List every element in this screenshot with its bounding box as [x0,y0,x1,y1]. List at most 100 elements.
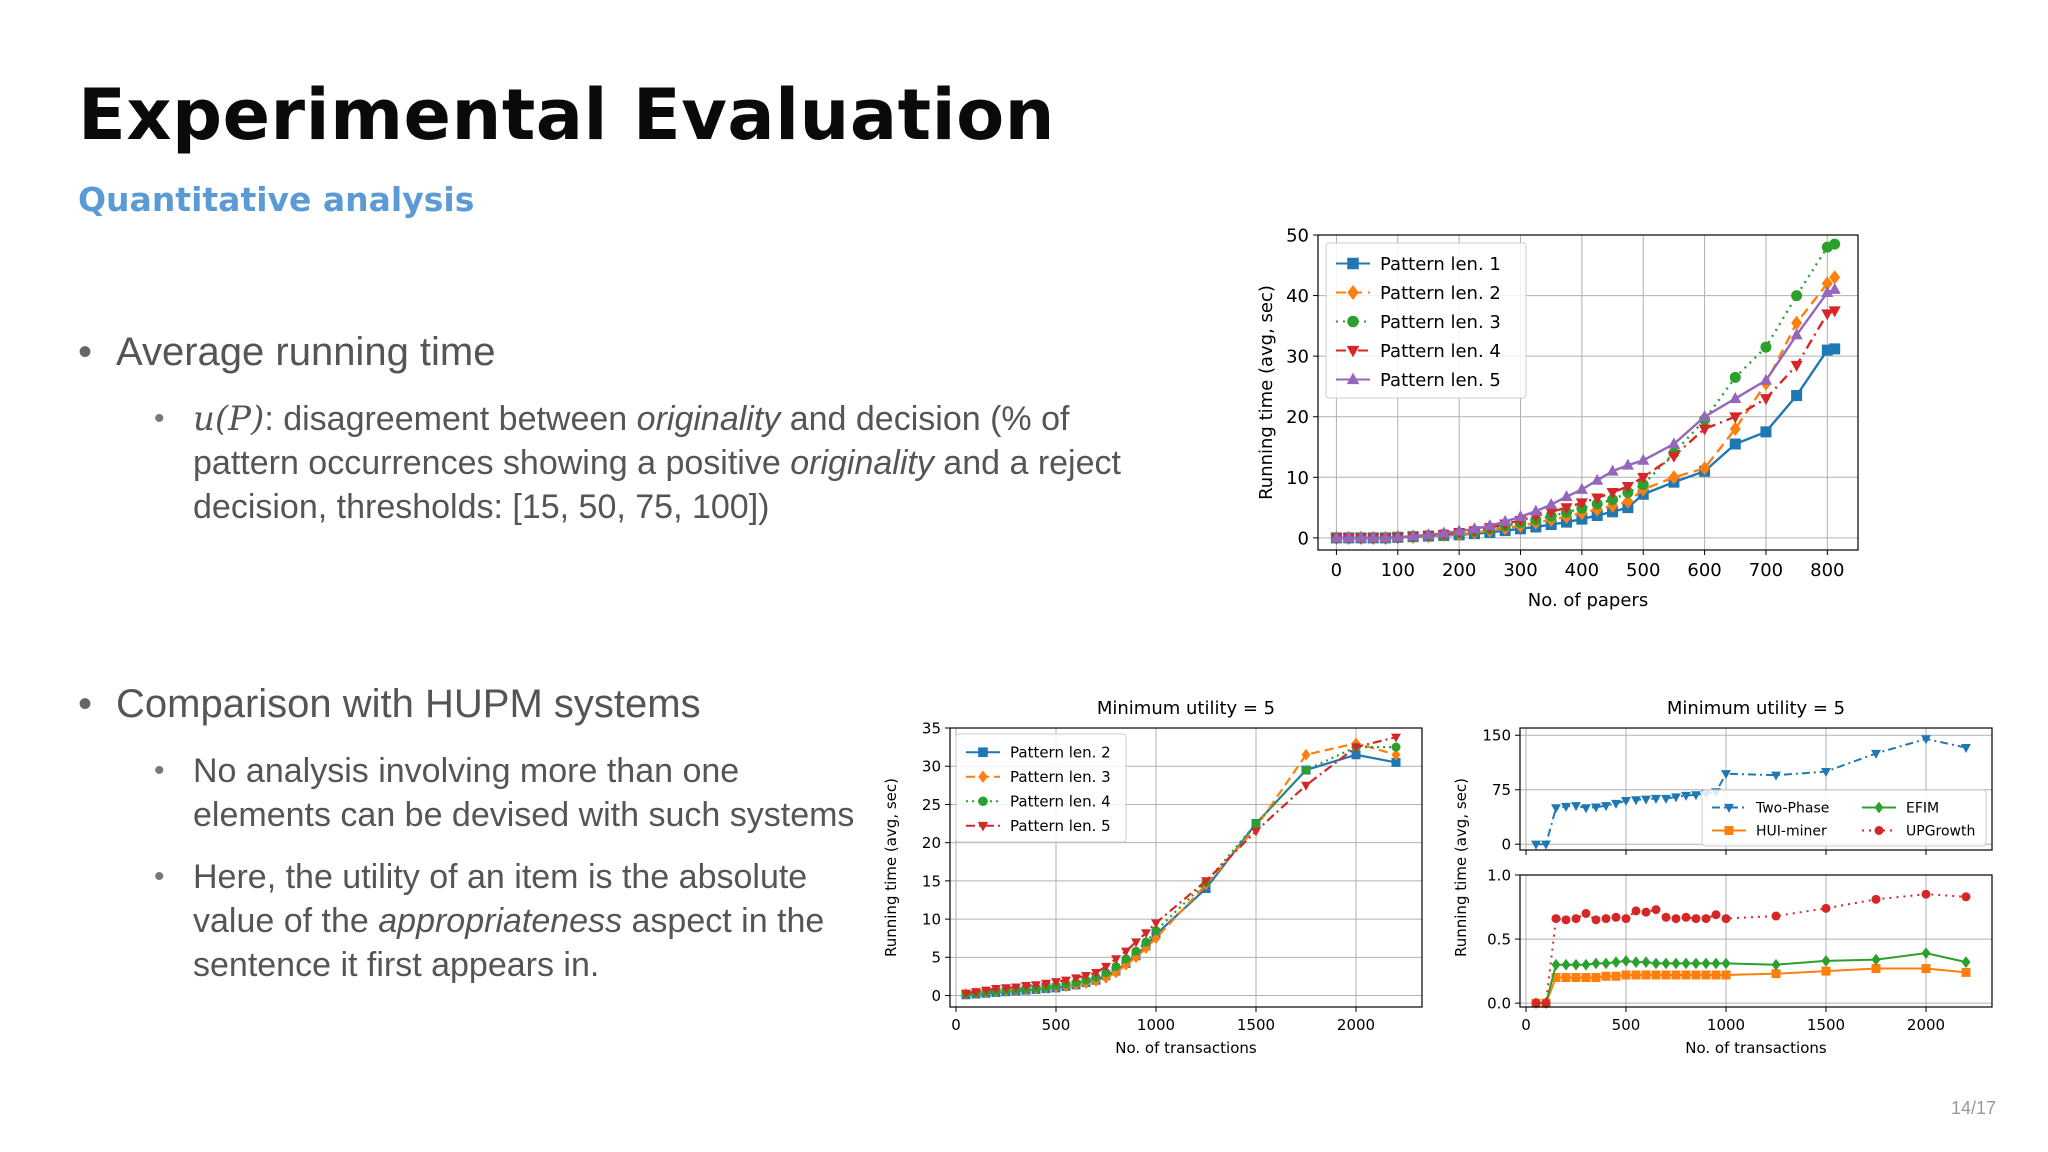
y-tick-label: 35 [922,719,941,737]
data-point [1151,926,1161,936]
data-point [1591,915,1601,925]
data-point [1729,412,1742,424]
legend-label-pattern-len-5: Pattern len. 5 [1380,370,1501,391]
y-axis-label: Running time (avg, sec) [1452,778,1470,957]
data-point [1691,957,1701,970]
data-point [1668,470,1680,485]
data-point [1699,461,1711,476]
data-point [1407,529,1420,541]
data-point [1545,497,1558,509]
data-point [1821,344,1833,356]
data-point [1560,503,1573,515]
text-part: and a reject decision, thresholds: [15, … [193,444,1121,526]
legend-label-hui-miner: HUI-miner [1756,824,1827,840]
data-point [1606,464,1619,476]
data-point [1453,524,1466,536]
x-tick-label: 700 [1749,560,1783,581]
y-tick-label: 0.0 [1487,995,1511,1013]
sub-bullet-list: u(P): disagreement between originality a… [116,397,1158,529]
data-point [971,988,981,998]
data-point [1791,390,1803,402]
plot-frame [1519,727,1993,851]
legend-label-upgrowth: UPGrowth [1906,824,1975,840]
x-tick-label: 400 [1565,560,1599,581]
data-point [1541,998,1551,1008]
data-point [1651,970,1661,980]
data-point [1468,522,1481,534]
data-point [1651,794,1661,804]
data-point [1721,914,1731,924]
data-point [1651,905,1661,915]
data-point [1101,968,1111,978]
data-point [1621,481,1634,493]
plot-area: 0 100 200 300 400 500 600 700 800 0 10 20 30 40 50 [1286,225,1859,581]
data-point [1571,914,1581,924]
data-point [1661,957,1671,970]
legend: Pattern len. 2 Pattern len. 3 Pattern len.… [955,733,1127,843]
data-point [1121,959,1131,971]
sub-bullet-utility-of-item: Here, the utility of an item is the abso… [154,855,858,987]
data-point [1601,914,1611,924]
data-point [1621,458,1634,470]
data-point [1611,971,1621,981]
data-point [1101,962,1111,972]
chart-title: Minimum utility = 5 [1667,698,1845,719]
text-part: aspect in the sentence it first appears … [193,902,825,984]
data-point [1621,955,1631,967]
data-point [1529,504,1542,516]
data-point [1301,781,1311,791]
emphasis-originality: originality [636,400,781,438]
data-point [1141,937,1151,947]
bullet-list-hupm: Comparison with HUPM systems No analysis… [78,682,858,987]
data-point [1641,970,1651,980]
x-tick-label: 1500 [1237,1016,1275,1034]
series-hui-miner [1531,964,1971,1008]
data-point [1698,424,1711,436]
data-point [1721,957,1731,970]
data-point [1791,315,1803,330]
data-point [1581,804,1591,814]
x-tick-label: 0 [951,1016,961,1034]
data-point [1691,914,1701,924]
data-point [1667,437,1680,449]
plot-area-lower: 0 500 1000 1500 2000 0.0 0.5 1.0 [1487,866,1993,1034]
x-axis-label: No. of transactions [1685,1039,1827,1057]
data-point [1631,970,1641,980]
x-tick-label: 500 [1626,560,1660,581]
data-point [1759,394,1773,406]
data-point [1661,970,1671,980]
y-tick-label: 5 [931,949,941,967]
data-point [991,985,1001,995]
data-point [1871,894,1881,904]
x-axis-label: No. of papers [1528,590,1648,611]
data-point [1391,530,1404,542]
data-point [1961,744,1971,754]
data-point [1711,910,1721,920]
data-point [1621,797,1631,807]
legend-label-efim: EFIM [1906,801,1939,817]
data-point [1571,802,1581,812]
legend-label-pattern-len-4: Pattern len. 4 [1010,793,1111,811]
data-point [1422,528,1435,540]
data-point [1591,957,1601,970]
data-point [1571,958,1581,971]
data-point [1701,970,1711,980]
data-point [1637,479,1649,491]
data-point [1201,877,1211,887]
x-tick-label: 100 [1381,560,1415,581]
data-point [1821,309,1834,321]
data-point [1641,795,1651,805]
data-point [1771,958,1781,971]
legend: Two-Phase HUI-miner EFIM UPGrowth [1701,789,1987,847]
data-point [1791,290,1803,302]
data-point [1121,947,1131,957]
data-point [1711,970,1721,980]
data-point [1921,947,1931,960]
y-tick-label: 0 [1501,836,1511,854]
data-point [1251,827,1261,837]
data-point [1961,967,1971,977]
data-point [1591,973,1601,983]
data-point [1581,958,1591,971]
data-point [1790,360,1803,372]
data-point [1828,306,1841,318]
